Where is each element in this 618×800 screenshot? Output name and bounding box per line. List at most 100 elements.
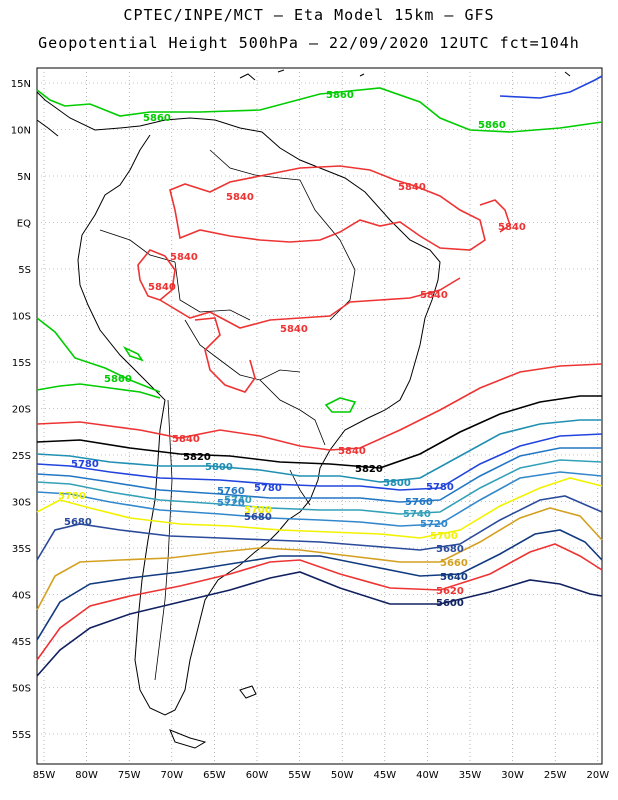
latitude-labels: 15N 10N 5N EQ 5S 10S 15S 20S 25S 30S 35S 40S 45S 50S 5… [11, 79, 31, 741]
latitude-label: 20S [12, 405, 31, 416]
longitude-label: 70W [160, 770, 183, 781]
contour-label: 5700 [430, 531, 458, 542]
latitude-label: 35S [12, 544, 31, 555]
border-peru-brazil [174, 261, 251, 321]
contour-5660 [36, 507, 603, 611]
central-america-coastline [36, 91, 59, 137]
contour-label: 5800 [205, 462, 233, 473]
contour-label: 5840 [398, 182, 426, 193]
contour-labels: 5860 5860 5860 5860 5840 5840 5840 5840 … [58, 90, 526, 609]
contour-5720 [36, 471, 603, 527]
contour-label: 5700 [58, 491, 86, 502]
contour-label: 5740 [403, 509, 431, 520]
longitude-label: 80W [75, 770, 98, 781]
country-borders [99, 149, 356, 681]
map-frame [36, 67, 603, 765]
latitude-label: 30S [12, 498, 31, 509]
contour-label: 5780 [426, 482, 454, 493]
contour-5840-east-bulge [479, 199, 511, 233]
tierra-del-fuego [169, 729, 207, 749]
contour-label: 5720 [217, 498, 245, 509]
contour-label: 5860 [104, 374, 132, 385]
contour-label: 5860 [478, 120, 506, 131]
longitude-label: 35W [459, 770, 482, 781]
contour-label: 5840 [420, 290, 448, 301]
latitude-label: 5N [17, 172, 31, 183]
contour-5860-north [36, 87, 603, 133]
longitude-label: 20W [586, 770, 609, 781]
coastline [36, 69, 571, 749]
latitude-label: 10N [11, 126, 31, 137]
contour-5940 [499, 75, 603, 99]
contour-5680 [36, 495, 603, 561]
contour-label: 5780 [71, 459, 99, 470]
border-argentina-uruguay [289, 469, 311, 506]
falklands [239, 685, 257, 699]
longitude-label: 75W [118, 770, 141, 781]
contour-label: 5840 [280, 324, 308, 335]
latitude-label: 5S [18, 265, 31, 276]
contour-5600 [36, 571, 603, 677]
latitude-label: 55S [12, 730, 31, 741]
contour-label: 5620 [436, 586, 464, 597]
border-bolivia [184, 319, 301, 381]
contour-label: 5840 [170, 252, 198, 263]
longitude-label: 50W [331, 770, 354, 781]
longitude-labels: 85W 80W 75W 70W 65W 60W 55W 50W 45W 40W 35W 30W 25W 2… [33, 770, 610, 781]
latitude-label: 25S [12, 451, 31, 462]
contour-label: 5840 [148, 282, 176, 293]
contour-label: 5840 [226, 192, 254, 203]
latitude-label: 15S [12, 358, 31, 369]
contour-5840-brazil [159, 277, 461, 329]
contour-label: 5740 [224, 495, 252, 506]
contour-label: 5660 [440, 558, 468, 569]
contour-5860-small [122, 346, 357, 413]
contour-5840-south [36, 363, 603, 451]
contour-5780 [36, 433, 603, 491]
longitude-label: 40W [416, 770, 439, 781]
contour-5860-lower [36, 383, 161, 399]
map-title-line1: CPTEC/INPE/MCT — Eta Model 15km — GFS [123, 6, 495, 24]
contour-label: 5840 [498, 222, 526, 233]
border-brazil-interior [299, 179, 356, 321]
contour-5740 [36, 459, 603, 515]
south-america-coastline [51, 104, 441, 716]
contour-label: 5780 [254, 483, 282, 494]
contour-label: 5700 [244, 505, 272, 516]
border-venezuela-brazil [209, 149, 301, 181]
caribbean-islands [239, 69, 571, 81]
contour-5640 [36, 529, 603, 641]
contour-5840-bolivia [194, 317, 256, 393]
latitude-label: EQ [17, 219, 31, 230]
map-title-line2: Geopotential Height 500hPa — 22/09/2020 … [38, 34, 580, 52]
contour-5760 [36, 447, 602, 503]
contour-label: 5720 [420, 519, 448, 530]
longitude-label: 65W [203, 770, 226, 781]
contour-label: 5840 [172, 434, 200, 445]
border-chile-argentina [154, 399, 173, 681]
latitude-label: 10S [12, 312, 31, 323]
longitude-label: 55W [288, 770, 311, 781]
contour-label: 5820 [355, 464, 383, 475]
latitude-label: 40S [12, 591, 31, 602]
contour-5700 [36, 477, 603, 539]
contour-5800 [36, 419, 602, 483]
contour-5820 [36, 395, 602, 469]
longitude-label: 45W [373, 770, 396, 781]
border-colombia-peru [99, 229, 176, 263]
contour-label: 5800 [383, 478, 411, 489]
contour-label: 5680 [64, 517, 92, 528]
contour-label: 5760 [405, 497, 433, 508]
border-paraguay [259, 379, 326, 446]
contour-label: 5680 [244, 512, 272, 523]
contour-label: 5760 [217, 486, 245, 497]
contour-label: 5840 [338, 446, 366, 457]
contour-label: 5860 [143, 113, 171, 124]
longitude-label: 60W [246, 770, 269, 781]
contour-label: 5640 [440, 572, 468, 583]
latitude-label: 50S [12, 684, 31, 695]
contour-label: 5600 [436, 598, 464, 609]
longitude-label: 25W [544, 770, 567, 781]
longitude-label: 30W [501, 770, 524, 781]
